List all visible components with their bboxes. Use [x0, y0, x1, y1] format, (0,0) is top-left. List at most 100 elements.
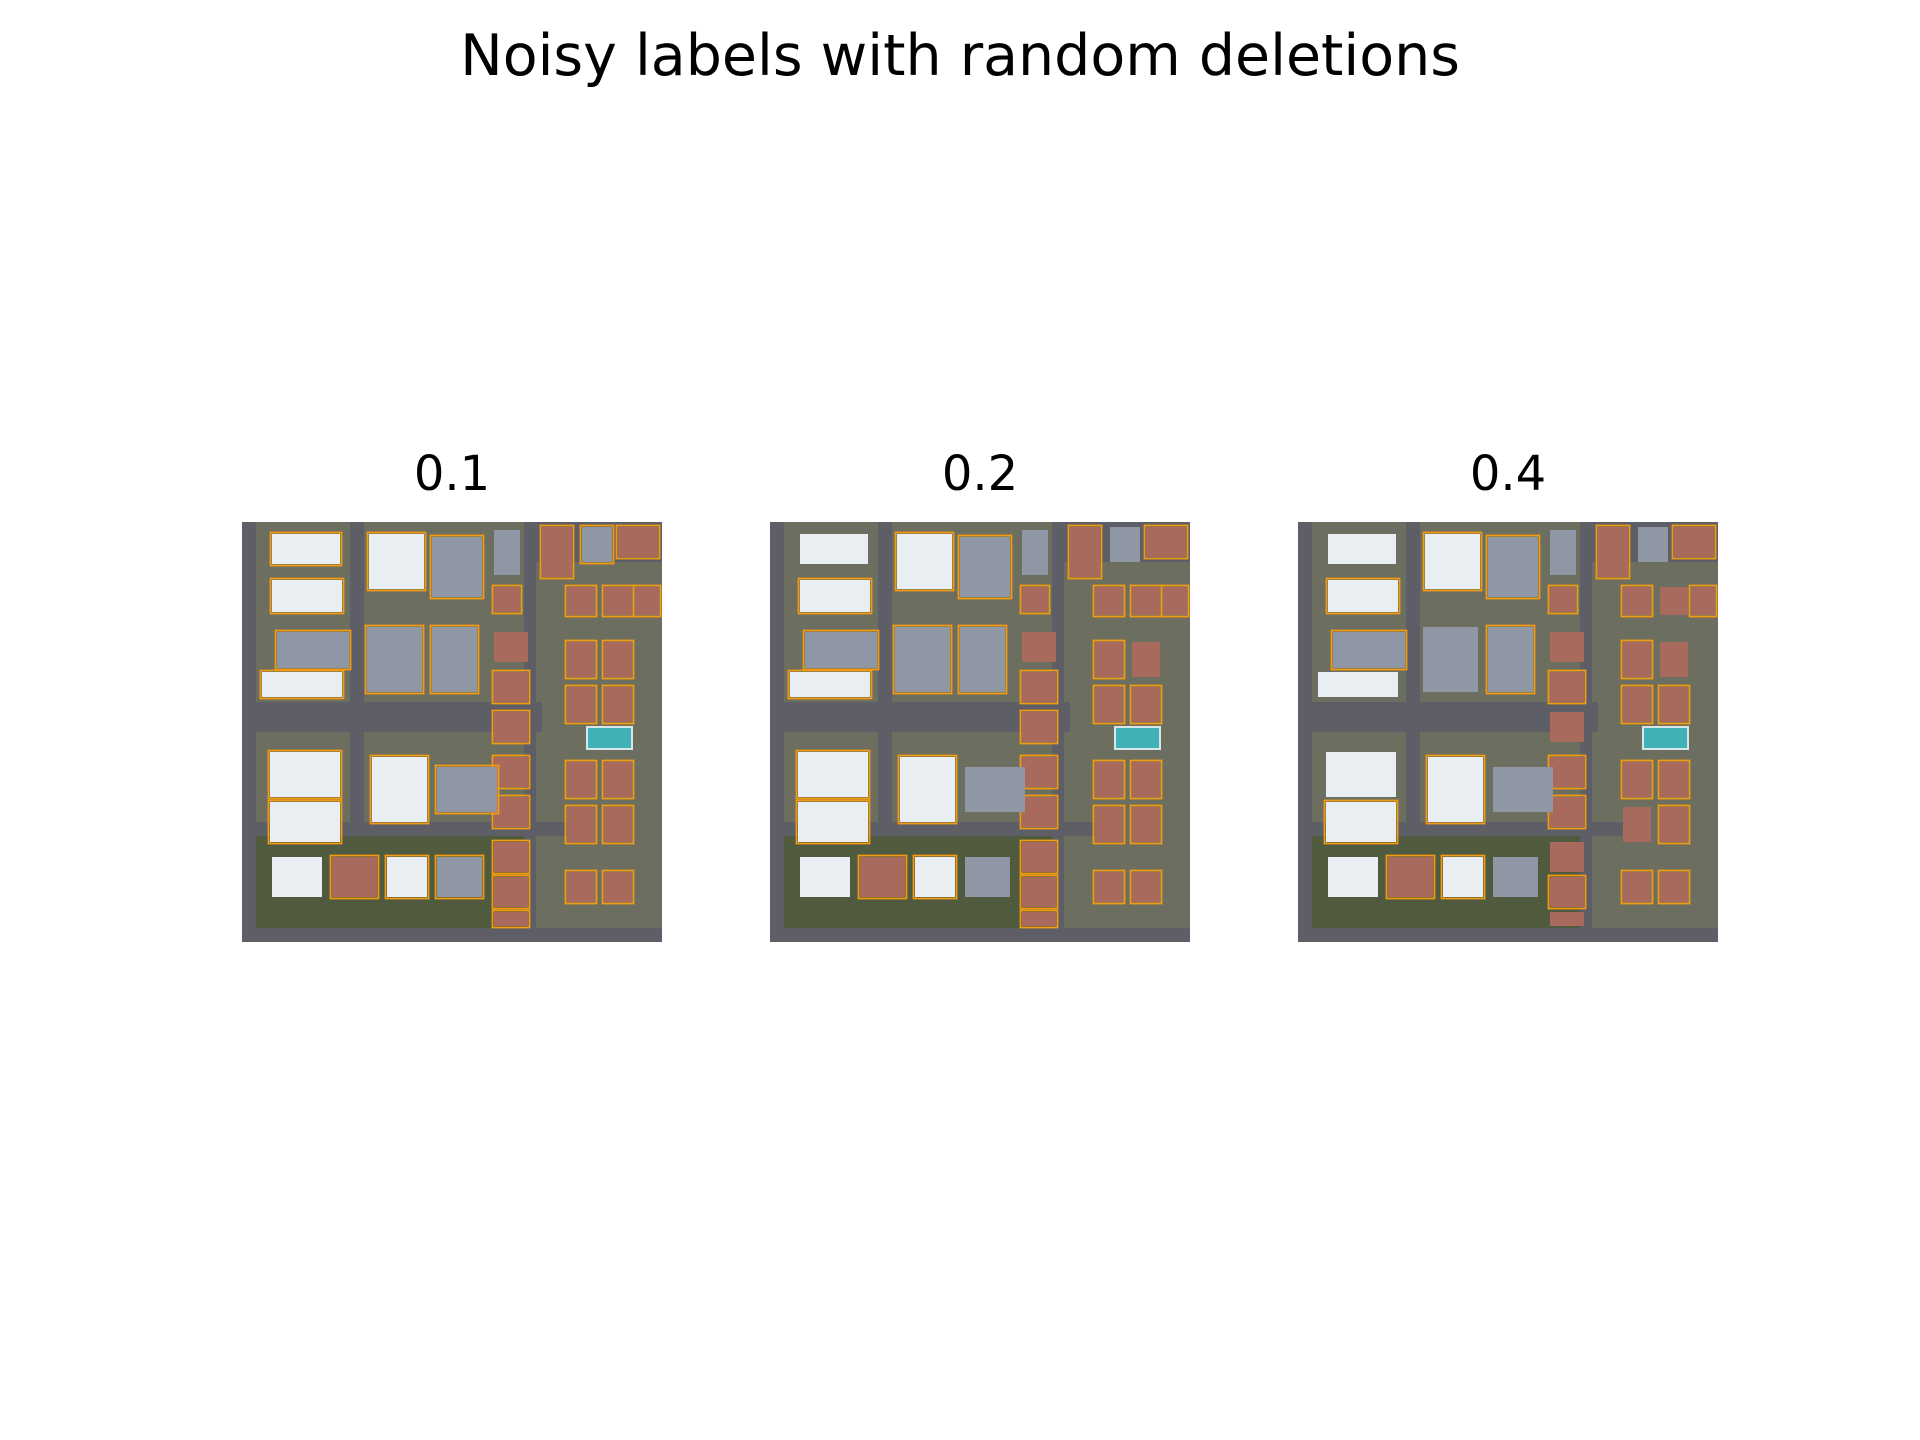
- building-roof: [897, 534, 952, 589]
- building-label-outline: [274, 629, 352, 671]
- building-roof: [1660, 642, 1688, 677]
- panel-0.1: 0.1: [242, 445, 662, 942]
- building-roof: [494, 757, 528, 787]
- building-roof: [1022, 797, 1056, 827]
- building-roof: [1328, 857, 1378, 897]
- building-label-outline: [1330, 629, 1408, 671]
- building-label-outline: [434, 854, 485, 900]
- building-roof: [1132, 762, 1160, 797]
- building-roof: [1674, 527, 1714, 557]
- building-label-outline: [1671, 524, 1717, 560]
- building-label-outline: [1129, 869, 1163, 905]
- building-roof: [582, 527, 612, 562]
- building-roof: [1425, 534, 1480, 589]
- building-label-outline: [564, 869, 598, 905]
- building-label-outline: [491, 874, 531, 910]
- building-roof: [1623, 807, 1651, 842]
- building-label-outline: [267, 799, 343, 845]
- building-label-outline: [564, 804, 598, 845]
- building-label-outline: [1092, 804, 1126, 845]
- building-roof: [1423, 627, 1478, 692]
- building-roof: [1146, 527, 1186, 557]
- building-label-outline: [1160, 584, 1190, 618]
- building-label-outline: [1688, 584, 1718, 618]
- building-roof: [1132, 587, 1160, 615]
- building-label-outline: [957, 624, 1008, 695]
- building-roof: [1326, 802, 1396, 842]
- building-label-outline: [1019, 909, 1059, 929]
- building-roof: [270, 802, 340, 842]
- building-roof: [1132, 807, 1160, 842]
- building-roof: [860, 857, 905, 897]
- building-roof: [369, 534, 424, 589]
- building-label-outline: [491, 669, 531, 705]
- building-roof: [1022, 877, 1056, 907]
- building-label-outline: [1323, 799, 1399, 845]
- building-roof: [270, 752, 340, 797]
- building-roof: [432, 537, 482, 597]
- building-label-outline: [795, 799, 871, 845]
- building-roof: [1550, 587, 1576, 612]
- building-label-outline: [491, 909, 531, 929]
- building-roof: [277, 632, 349, 668]
- building-roof: [494, 797, 528, 827]
- building-label-outline: [491, 709, 531, 745]
- building-label-outline: [1657, 804, 1691, 845]
- road: [350, 522, 364, 822]
- building-label-outline: [601, 759, 635, 800]
- building-roof: [805, 632, 877, 668]
- building-label-outline: [1657, 759, 1691, 800]
- building-roof: [1022, 632, 1056, 662]
- aerial-image-with-labels: [242, 522, 662, 942]
- building-label-outline: [1547, 669, 1587, 705]
- building-label-outline: [1129, 804, 1163, 845]
- building-roof: [1550, 530, 1576, 575]
- building-label-outline: [1485, 534, 1541, 600]
- building-roof: [790, 672, 870, 697]
- building-roof: [798, 752, 868, 797]
- building-label-outline: [1620, 869, 1654, 905]
- building-roof: [1326, 752, 1396, 797]
- building-roof: [798, 802, 868, 842]
- building-roof: [604, 587, 632, 615]
- building-label-outline: [1620, 639, 1654, 680]
- building-roof: [1488, 627, 1533, 692]
- pool: [1642, 726, 1689, 750]
- building-label-outline: [1425, 754, 1486, 825]
- building-roof: [1623, 587, 1651, 615]
- building-roof: [1022, 530, 1048, 575]
- building-label-outline: [1092, 684, 1126, 725]
- building-roof: [1132, 687, 1160, 722]
- building-roof: [1318, 672, 1398, 697]
- building-roof: [1550, 912, 1584, 926]
- building-label-outline: [1385, 854, 1436, 900]
- road: [242, 928, 662, 942]
- building-label-outline: [1067, 524, 1103, 580]
- building-label-outline: [601, 804, 635, 845]
- building-roof: [1095, 587, 1123, 615]
- building-label-outline: [364, 624, 425, 695]
- building-label-outline: [434, 764, 500, 815]
- building-label-outline: [1547, 874, 1587, 910]
- building-label-outline: [897, 754, 958, 825]
- building-roof: [800, 580, 870, 612]
- building-label-outline: [366, 531, 427, 592]
- building-roof: [1660, 587, 1688, 615]
- building-roof: [437, 767, 497, 812]
- building-label-outline: [1620, 584, 1654, 618]
- building-roof: [604, 642, 632, 677]
- building-roof: [432, 627, 477, 692]
- building-label-outline: [564, 759, 598, 800]
- building-label-outline: [429, 534, 485, 600]
- building-roof: [567, 762, 595, 797]
- building-roof: [915, 857, 955, 897]
- building-label-outline: [795, 749, 871, 800]
- building-label-outline: [429, 624, 480, 695]
- building-label-outline: [579, 524, 615, 565]
- building-label-outline: [957, 534, 1013, 600]
- building-roof: [1598, 527, 1628, 577]
- panel-title: 0.1: [413, 446, 491, 502]
- building-roof: [1132, 872, 1160, 902]
- building-label-outline: [912, 854, 958, 900]
- building-label-outline: [491, 584, 523, 615]
